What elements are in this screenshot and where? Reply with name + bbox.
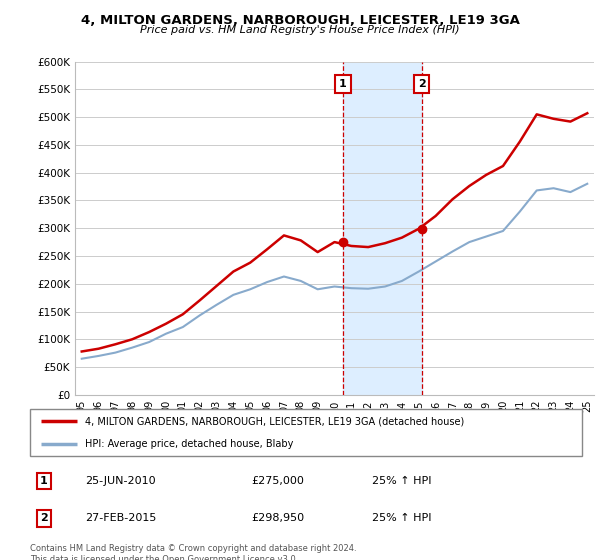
Text: Price paid vs. HM Land Registry's House Price Index (HPI): Price paid vs. HM Land Registry's House …	[140, 25, 460, 35]
FancyBboxPatch shape	[30, 409, 582, 456]
Text: Contains HM Land Registry data © Crown copyright and database right 2024.
This d: Contains HM Land Registry data © Crown c…	[30, 544, 356, 560]
Bar	[343, 62, 422, 395]
Text: 25% ↑ HPI: 25% ↑ HPI	[372, 514, 432, 524]
Text: £298,950: £298,950	[251, 514, 304, 524]
Text: 25-JUN-2010: 25-JUN-2010	[85, 476, 156, 486]
Text: 2: 2	[40, 514, 47, 524]
Text: £275,000: £275,000	[251, 476, 304, 486]
Text: 2: 2	[418, 79, 425, 89]
Text: 25% ↑ HPI: 25% ↑ HPI	[372, 476, 432, 486]
Text: 4, MILTON GARDENS, NARBOROUGH, LEICESTER, LE19 3GA (detached house): 4, MILTON GARDENS, NARBOROUGH, LEICESTER…	[85, 416, 464, 426]
Text: 4, MILTON GARDENS, NARBOROUGH, LEICESTER, LE19 3GA: 4, MILTON GARDENS, NARBOROUGH, LEICESTER…	[80, 14, 520, 27]
Text: 27-FEB-2015: 27-FEB-2015	[85, 514, 157, 524]
Text: 1: 1	[339, 79, 347, 89]
Text: HPI: Average price, detached house, Blaby: HPI: Average price, detached house, Blab…	[85, 439, 293, 449]
Text: 1: 1	[40, 476, 47, 486]
